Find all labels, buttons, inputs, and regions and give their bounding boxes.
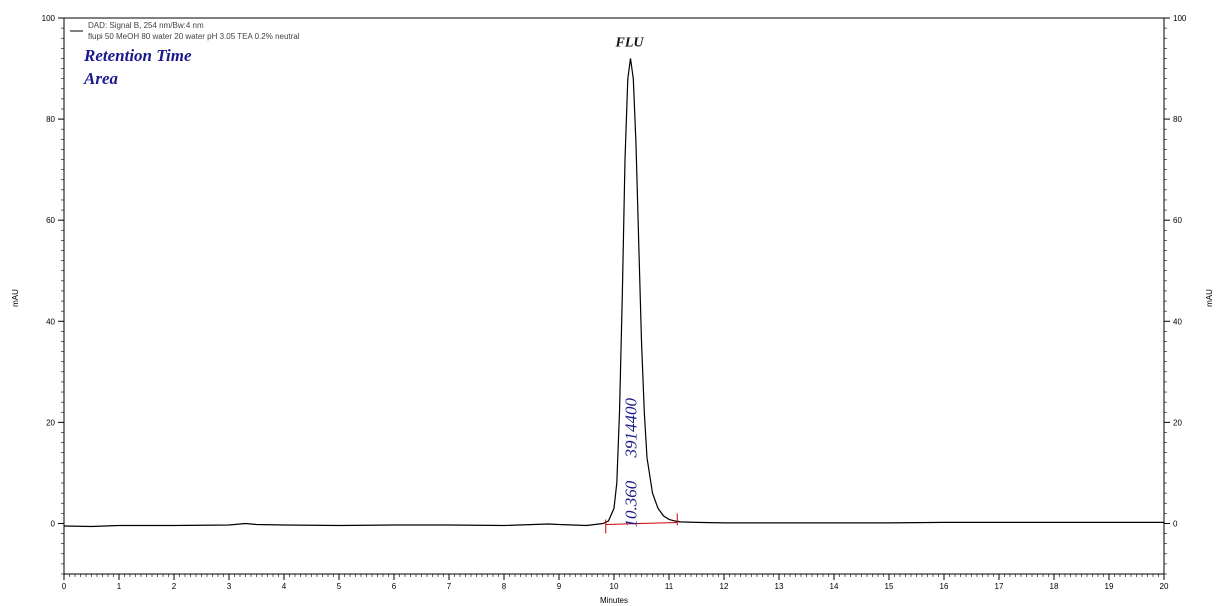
y-axis-title-left: mAU: [11, 289, 20, 307]
peak-area-label: 3914400: [622, 397, 641, 458]
x-tick-label: 12: [720, 582, 729, 591]
y-tick-label-left: 0: [51, 519, 56, 528]
y-tick-label-left: 100: [42, 14, 56, 23]
legend: DAD: Signal B, 254 nm/Bw:4 nm flupi 50 M…: [70, 21, 300, 41]
x-tick-label: 15: [885, 582, 894, 591]
x-tick-label: 14: [830, 582, 839, 591]
y-axis-title-right: mAU: [1205, 289, 1214, 307]
peak-retention-time-label: 10.360: [622, 480, 641, 527]
y-tick-label-right: 20: [1173, 418, 1182, 427]
peak-baseline: [605, 521, 678, 525]
x-axis-title: Minutes: [600, 596, 628, 605]
x-tick-label: 10: [610, 582, 619, 591]
x-tick-label: 18: [1050, 582, 1059, 591]
y-tick-label-right: 60: [1173, 216, 1182, 225]
x-tick-label: 4: [282, 582, 287, 591]
y-tick-label-right: 40: [1173, 317, 1182, 326]
x-tick-label: 17: [995, 582, 1004, 591]
x-tick-label: 2: [172, 582, 177, 591]
y-tick-label-left: 80: [46, 115, 55, 124]
legend-entry-signal: DAD: Signal B, 254 nm/Bw:4 nm: [88, 21, 204, 30]
overlay-label-retention-time: Retention Time: [83, 46, 192, 65]
y-tick-label-left: 20: [46, 418, 55, 427]
x-tick-label: 6: [392, 582, 397, 591]
axes-layer: 0 1 2 3 4 5 6 7 8 9 10 11 12 13 14 15 16 17 18 19 200 020 2040…: [42, 14, 1187, 591]
x-tick-label: 5: [337, 582, 342, 591]
legend-entry-method: flupi 50 MeOH 80 water 20 water pH 3.05 …: [88, 32, 300, 41]
y-tick-label-right: 100: [1173, 14, 1187, 23]
x-tick-label: 13: [775, 582, 784, 591]
x-tick-label: 1: [117, 582, 122, 591]
x-tick-label: 16: [940, 582, 949, 591]
y-tick-label-left: 40: [46, 317, 55, 326]
x-tick-label: 0: [62, 582, 67, 591]
x-tick-label: 19: [1105, 582, 1114, 591]
y-tick-label-left: 60: [46, 216, 55, 225]
y-tick-label-right: 0: [1173, 519, 1178, 528]
x-tick-label: 8: [502, 582, 507, 591]
plot-frame: [63, 17, 1165, 575]
x-tick-label: 11: [665, 582, 674, 591]
peak-name-label: FLU: [615, 35, 645, 50]
signal-trace: [63, 58, 1164, 528]
x-tick-label: 3: [227, 582, 232, 591]
series-layer: [63, 58, 1164, 528]
overlay-label-area: Area: [83, 69, 119, 88]
x-tick-label: 9: [557, 582, 562, 591]
x-tick-label: 20: [1160, 582, 1169, 591]
x-tick-label: 7: [447, 582, 452, 591]
y-tick-label-right: 80: [1173, 115, 1182, 124]
annotation-layer: FLU 10.360 3914400: [605, 35, 678, 534]
